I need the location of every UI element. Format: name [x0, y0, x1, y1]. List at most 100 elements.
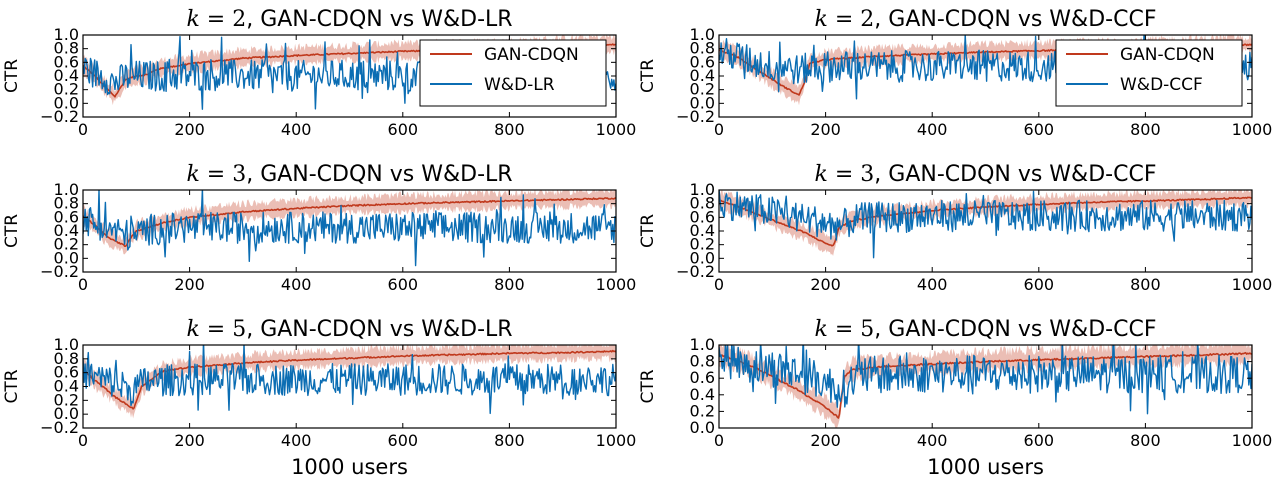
chart-panel: 0 200 400 600 800 1000 −0.20.00.20.40.60.81.0 C… — [2, 162, 636, 294]
x-tick-label: 800 — [1130, 275, 1161, 294]
legend: GAN-CDQN W&D-LR — [419, 39, 607, 107]
x-tick-label: 800 — [1130, 120, 1161, 139]
plot-area — [83, 345, 616, 419]
y-tick-label: 0.6 — [54, 52, 79, 71]
chart-title: k = 3, GAN-CDQN vs W&D-LR — [186, 162, 512, 187]
title-k-equals: = — [200, 7, 232, 32]
y-tick-label: 0.0 — [54, 248, 79, 267]
series-band-gan-cdqn — [83, 345, 616, 419]
x-tick-label: 600 — [388, 275, 419, 294]
y-tick-label: −0.2 — [40, 107, 79, 126]
title-k-symbol: k — [186, 7, 199, 32]
legend-label: GAN-CDQN — [1120, 45, 1215, 65]
x-tick-label: 200 — [810, 431, 841, 450]
x-tick-label: 0 — [78, 120, 88, 139]
title-text: , GAN-CDQN vs W&D-LR — [246, 317, 512, 342]
y-tick-label: 0.8 — [54, 39, 79, 58]
y-tick-label: 0.2 — [690, 80, 715, 99]
y-tick-label: 0.6 — [54, 207, 79, 226]
y-axis-label: CTR — [2, 59, 22, 93]
y-tick-label: 0.4 — [54, 377, 79, 396]
x-tick-label: 600 — [388, 120, 419, 139]
title-text: , GAN-CDQN vs W&D-CCF — [874, 162, 1156, 187]
y-tick-label: 1.0 — [54, 25, 79, 44]
x-tick-label: 400 — [917, 431, 948, 450]
legend-box — [419, 39, 607, 107]
y-tick-label: 0.4 — [54, 66, 79, 85]
x-tick-label: 600 — [1024, 120, 1055, 139]
title-k-value: 2 — [860, 7, 874, 32]
x-tick-label: 400 — [281, 431, 312, 450]
x-tick-label: 400 — [917, 120, 948, 139]
x-tick-label: 800 — [494, 431, 525, 450]
x-tick-label: 200 — [810, 275, 841, 294]
chart-title: k = 2, GAN-CDQN vs W&D-CCF — [815, 7, 1157, 32]
x-tick-label: 200 — [174, 431, 205, 450]
axes-frame — [718, 344, 1253, 429]
x-tick-label: 600 — [388, 431, 419, 450]
series-band-gan-cdqn — [83, 190, 616, 255]
y-tick-label: −0.2 — [40, 418, 79, 437]
series-band-gan-cdqn — [719, 190, 1252, 256]
x-tick-label: 1000 — [1232, 431, 1273, 450]
title-k-value: 3 — [232, 162, 246, 187]
y-tick-label: 0.0 — [690, 93, 715, 112]
x-axis-label: 1000 users — [291, 455, 408, 479]
y-tick-label: 0.6 — [54, 363, 79, 382]
x-tick-label: 600 — [1024, 431, 1055, 450]
plot-area — [719, 345, 1252, 428]
chart-panel: 0 200 400 600 800 1000 −0.20.00.20.40.60.81.0 C… — [638, 162, 1272, 294]
y-tick-label: 0.8 — [54, 349, 79, 368]
y-tick-label: 0.0 — [54, 404, 79, 423]
y-tick-label: 0.6 — [690, 52, 715, 71]
x-axis-label: 1000 users — [927, 455, 1044, 479]
legend: GAN-CDQN W&D-CCF — [1055, 39, 1243, 107]
x-tick-label: 0 — [714, 431, 724, 450]
x-tick-label: 400 — [917, 275, 948, 294]
title-text: , GAN-CDQN vs W&D-LR — [246, 7, 512, 32]
y-tick-label: 1.0 — [690, 25, 715, 44]
series-line-wd — [83, 190, 616, 267]
title-k-value: 3 — [860, 162, 874, 187]
series-line-wd — [719, 190, 1252, 259]
y-axis-label: CTR — [2, 214, 22, 248]
x-tick-label: 200 — [810, 120, 841, 139]
series-line-wd — [719, 345, 1252, 415]
series-band-gan-cdqn — [719, 345, 1252, 428]
chart-title: k = 5, GAN-CDQN vs W&D-CCF — [815, 317, 1157, 342]
x-tick-label: 600 — [1024, 275, 1055, 294]
x-tick-label: 800 — [1130, 431, 1161, 450]
chart-panel: 0 200 400 600 800 1000 −0.20.00.20.40.60.81.0 C… — [2, 7, 636, 139]
y-axis-label: CTR — [638, 59, 658, 93]
y-tick-label: 0.4 — [690, 221, 715, 240]
chart-title: k = 3, GAN-CDQN vs W&D-CCF — [815, 162, 1157, 187]
title-k-symbol: k — [815, 7, 828, 32]
y-tick-label: 0.2 — [54, 235, 79, 254]
y-tick-label: 0.2 — [690, 235, 715, 254]
y-tick-label: 0.0 — [54, 93, 79, 112]
title-k-symbol: k — [186, 162, 199, 187]
chart-panel: 0 200 400 600 800 1000 0.00.20.40.60.81.0 CTR k … — [638, 317, 1272, 479]
y-tick-label: 0.6 — [690, 207, 715, 226]
title-k-equals: = — [828, 7, 860, 32]
title-k-value: 2 — [232, 7, 246, 32]
y-tick-label: 0.0 — [690, 248, 715, 267]
x-tick-label: 200 — [174, 275, 205, 294]
x-tick-label: 1000 — [596, 431, 637, 450]
y-tick-label: 0.4 — [690, 66, 715, 85]
legend-label: W&D-LR — [484, 75, 555, 95]
x-tick-label: 1000 — [596, 275, 637, 294]
x-tick-label: 1000 — [596, 120, 637, 139]
y-tick-label: 0.2 — [690, 401, 715, 420]
y-tick-label: 0.4 — [54, 221, 79, 240]
plot-area — [719, 190, 1252, 259]
y-axis-label: CTR — [2, 369, 22, 403]
y-axis-label: CTR — [638, 369, 658, 403]
y-tick-label: 0.8 — [690, 194, 715, 213]
title-text: , GAN-CDQN vs W&D-CCF — [874, 317, 1156, 342]
chart-title: k = 2, GAN-CDQN vs W&D-LR — [186, 7, 512, 32]
x-tick-label: 1000 — [1232, 275, 1273, 294]
y-tick-label: 0.0 — [690, 418, 715, 437]
y-tick-label: 0.8 — [690, 352, 715, 371]
title-text: , GAN-CDQN vs W&D-LR — [246, 162, 512, 187]
